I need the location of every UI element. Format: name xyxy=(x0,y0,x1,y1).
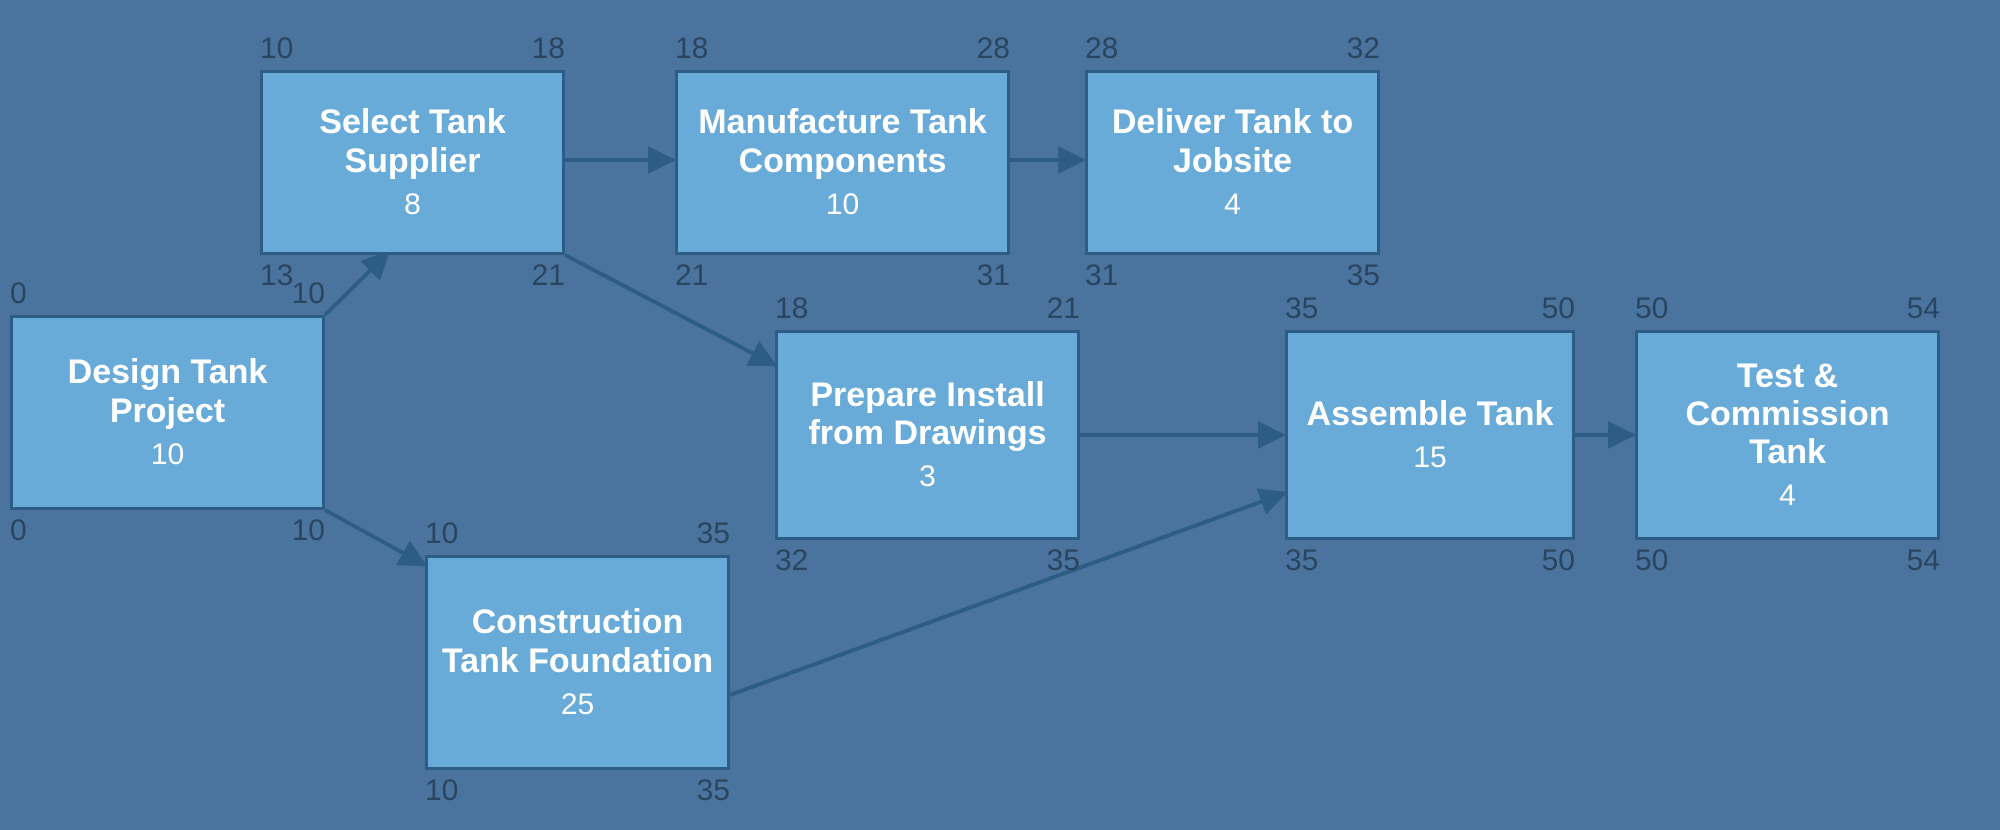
early-start-label: 18 xyxy=(675,34,708,64)
node-title: Deliver Tank to Jobsite xyxy=(1100,103,1365,179)
early-start-label: 18 xyxy=(775,294,808,324)
node-title: Manufacture Tank Components xyxy=(690,103,995,179)
late-start-label: 31 xyxy=(1085,261,1118,291)
edge-design-to-construct xyxy=(325,510,425,565)
activity-network-diagram: Design Tank Project 10 0 10 0 10 Select Tank S… xyxy=(0,0,2000,830)
edge-select-to-prepare xyxy=(565,255,775,365)
node-duration: 8 xyxy=(404,188,421,222)
early-start-label: 10 xyxy=(425,519,458,549)
node-construct: Construction Tank Foundation 25 xyxy=(425,555,730,770)
node-title: Test & Commission Tank xyxy=(1650,357,1925,471)
late-start-label: 50 xyxy=(1635,546,1668,576)
late-start-label: 13 xyxy=(260,261,293,291)
node-duration: 25 xyxy=(561,688,594,722)
late-finish-label: 54 xyxy=(1860,546,1940,576)
node-title: Design Tank Project xyxy=(25,353,310,429)
early-finish-label: 54 xyxy=(1860,294,1940,324)
node-duration: 10 xyxy=(826,188,859,222)
node-select: Select Tank Supplier 8 xyxy=(260,70,565,255)
early-start-label: 10 xyxy=(260,34,293,64)
early-finish-label: 32 xyxy=(1300,34,1380,64)
node-title: Assemble Tank xyxy=(1307,395,1554,433)
node-deliver: Deliver Tank to Jobsite 4 xyxy=(1085,70,1380,255)
node-title: Construction Tank Foundation xyxy=(440,603,715,679)
node-prepare: Prepare Install from Drawings 3 xyxy=(775,330,1080,540)
late-finish-label: 35 xyxy=(650,776,730,806)
early-finish-label: 50 xyxy=(1495,294,1575,324)
node-duration: 15 xyxy=(1413,441,1446,475)
late-start-label: 32 xyxy=(775,546,808,576)
node-title: Select Tank Supplier xyxy=(275,103,550,179)
late-finish-label: 10 xyxy=(245,516,325,546)
node-duration: 3 xyxy=(919,460,936,494)
early-start-label: 50 xyxy=(1635,294,1668,324)
early-finish-label: 18 xyxy=(485,34,565,64)
edge-design-to-select xyxy=(325,253,388,315)
late-start-label: 35 xyxy=(1285,546,1318,576)
node-title: Prepare Install from Drawings xyxy=(790,376,1065,452)
node-assemble: Assemble Tank 15 xyxy=(1285,330,1575,540)
node-test: Test & Commission Tank 4 xyxy=(1635,330,1940,540)
node-duration: 10 xyxy=(151,438,184,472)
node-design: Design Tank Project 10 xyxy=(10,315,325,510)
early-finish-label: 28 xyxy=(930,34,1010,64)
node-duration: 4 xyxy=(1779,479,1796,513)
late-finish-label: 35 xyxy=(1300,261,1380,291)
late-finish-label: 31 xyxy=(930,261,1010,291)
late-finish-label: 35 xyxy=(1000,546,1080,576)
early-start-label: 35 xyxy=(1285,294,1318,324)
late-finish-label: 21 xyxy=(485,261,565,291)
late-start-label: 0 xyxy=(10,516,27,546)
late-start-label: 21 xyxy=(675,261,708,291)
late-finish-label: 50 xyxy=(1495,546,1575,576)
early-finish-label: 21 xyxy=(1000,294,1080,324)
early-start-label: 0 xyxy=(10,279,27,309)
early-finish-label: 35 xyxy=(650,519,730,549)
late-start-label: 10 xyxy=(425,776,458,806)
node-duration: 4 xyxy=(1224,188,1241,222)
early-start-label: 28 xyxy=(1085,34,1118,64)
node-manufacture: Manufacture Tank Components 10 xyxy=(675,70,1010,255)
